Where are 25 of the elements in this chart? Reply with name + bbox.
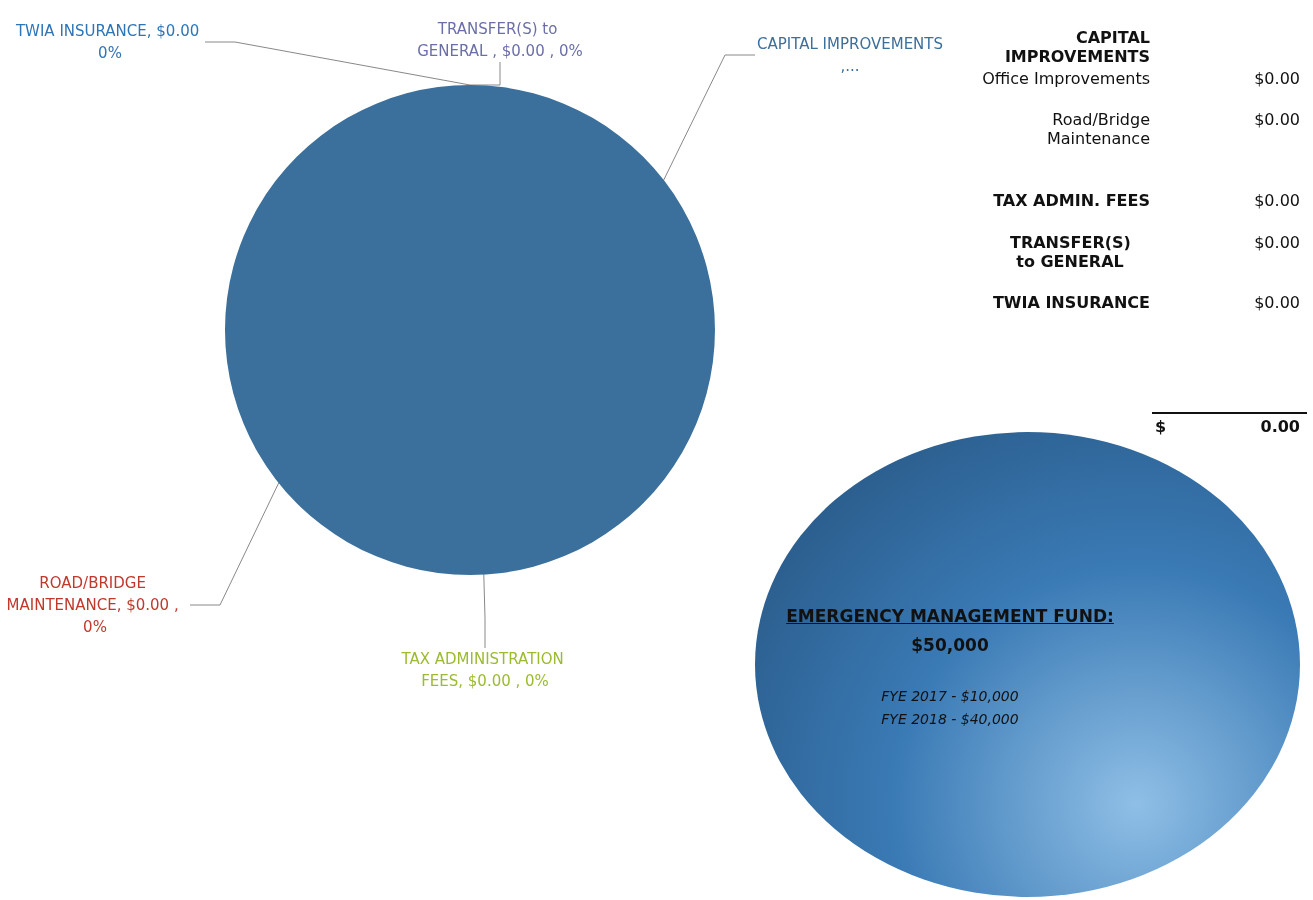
text: 0.00 <box>1259 417 1300 436</box>
text: $50,000 <box>910 635 990 655</box>
text: CAPITAL IMPROVEMENTS <box>1004 28 1150 66</box>
text: EMERGENCY MANAGEMENT FUND: <box>785 606 1115 626</box>
text: Road/Bridge Maintenance <box>1045 110 1150 148</box>
category-label: TRANSFER(S) to GENERAL , $0.00 , 0% <box>417 20 583 60</box>
text: FYE 2018 - $40,000 <box>880 711 1020 727</box>
category-label: ROAD/BRIDGE MAINTENANCE, $0.00 , <box>6 574 179 614</box>
data-label: ,... <box>840 57 860 75</box>
category-label: TAX ADMINISTRATION FEES, $0.00 , 0% <box>401 650 564 690</box>
text: FYE 2017 - $10,000 <box>880 688 1020 704</box>
text: TAX ADMIN. FEES <box>992 191 1150 210</box>
text: 0% <box>83 618 107 636</box>
slice-label: CAPITAL IMPROVEMENTS <box>756 35 944 53</box>
text: Office Improvements <box>981 69 1150 88</box>
text: $0.00 <box>1253 69 1300 88</box>
text: $0.00 <box>1253 191 1300 210</box>
category-label: TWIA INSURANCE, $0.00 <box>15 22 200 40</box>
text: $0.00 <box>1253 293 1300 312</box>
text: $0.00 <box>1253 233 1300 252</box>
text: $ <box>1155 417 1168 436</box>
text: $0.00 <box>1253 110 1300 129</box>
text: TWIA INSURANCE <box>991 293 1150 312</box>
text: 0% <box>98 44 122 62</box>
text: TRANSFER(S) to GENERAL <box>1010 233 1131 271</box>
